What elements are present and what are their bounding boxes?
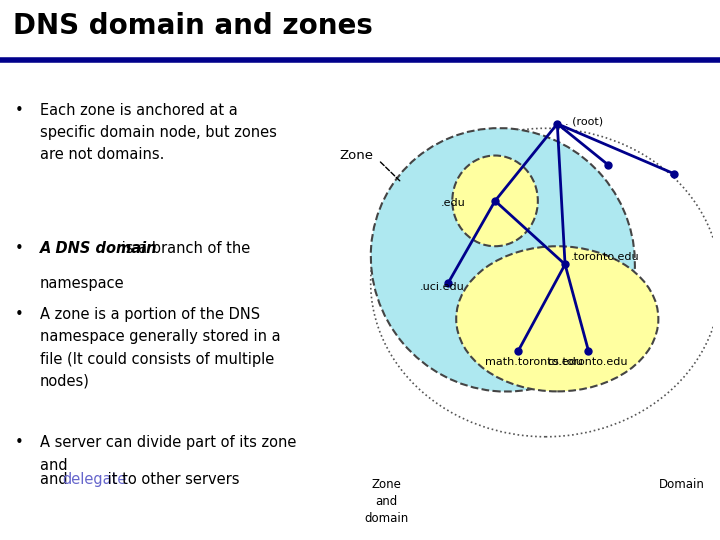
- Text: •: •: [14, 307, 23, 322]
- Ellipse shape: [371, 128, 635, 392]
- Text: it to other servers: it to other servers: [104, 472, 240, 487]
- Text: delegate: delegate: [62, 472, 126, 487]
- Text: namespace: namespace: [40, 276, 125, 291]
- Text: Domain: Domain: [659, 477, 705, 490]
- Text: Zone: Zone: [340, 149, 374, 162]
- Text: A server can divide part of its zone
and: A server can divide part of its zone and: [40, 435, 296, 472]
- Text: Zone
and
domain: Zone and domain: [364, 477, 408, 524]
- Text: is a branch of the: is a branch of the: [117, 241, 251, 255]
- Text: A zone is a portion of the DNS
namespace generally stored in a
file (It could co: A zone is a portion of the DNS namespace…: [40, 307, 280, 389]
- Text: •: •: [14, 435, 23, 450]
- Text: •: •: [14, 241, 23, 255]
- Ellipse shape: [452, 156, 538, 246]
- Text: A DNS domain: A DNS domain: [40, 241, 157, 255]
- Text: math.toronto.edu: math.toronto.edu: [485, 357, 583, 367]
- Text: •: •: [14, 103, 23, 118]
- Text: . (root): . (root): [565, 117, 603, 126]
- Text: and: and: [40, 472, 72, 487]
- Text: .uci.edu: .uci.edu: [419, 282, 464, 292]
- Ellipse shape: [456, 246, 658, 392]
- Text: DNS domain and zones: DNS domain and zones: [13, 12, 373, 40]
- Text: .toronto.edu: .toronto.edu: [571, 252, 639, 262]
- Text: Each zone is anchored at a
specific domain node, but zones
are not domains.: Each zone is anchored at a specific doma…: [40, 103, 276, 162]
- Text: cs.toronto.edu: cs.toronto.edu: [547, 357, 628, 367]
- Text: .edu: .edu: [441, 198, 466, 208]
